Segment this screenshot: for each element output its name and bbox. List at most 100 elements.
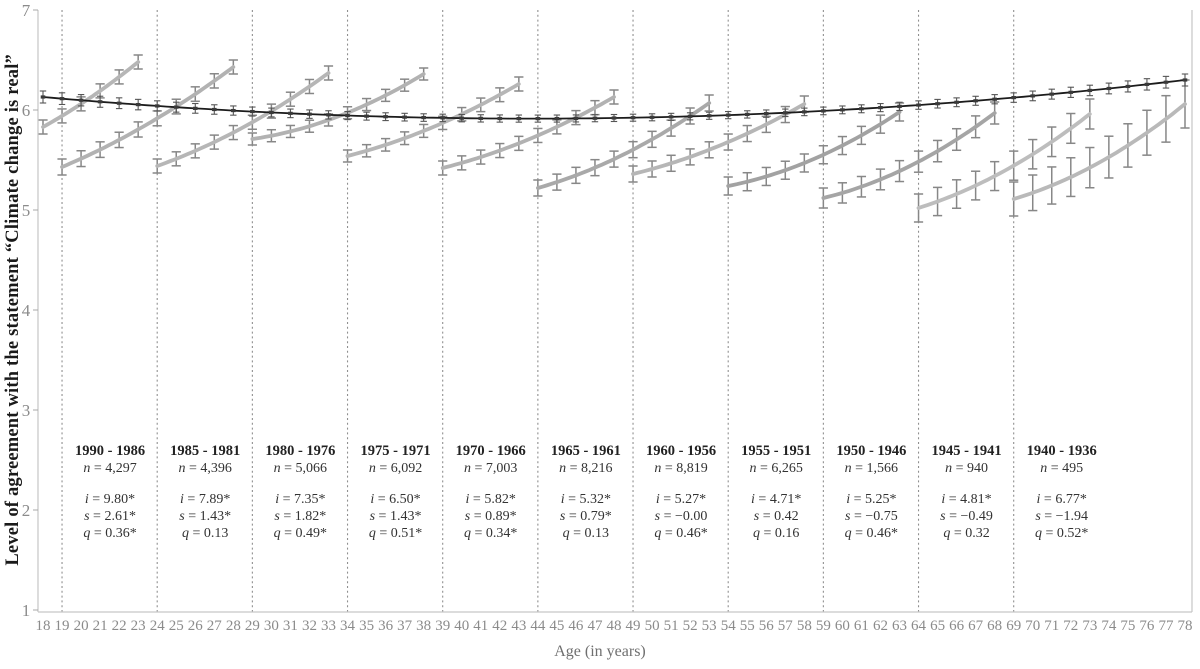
overall-trend-curve <box>39 73 1189 123</box>
svg-text:52: 52 <box>683 618 698 634</box>
cohort-n: n = 495 <box>1040 461 1084 476</box>
cohort-q: q = 0.36* <box>83 526 137 541</box>
cohort-i: i = 5.25* <box>846 492 897 507</box>
cohort-i: i = 5.82* <box>465 492 516 507</box>
cohort-years: 1945 - 1941 <box>931 443 1002 459</box>
svg-text:51: 51 <box>664 618 679 634</box>
overall-marker <box>1087 88 1093 93</box>
cohort-i: i = 5.32* <box>560 492 611 507</box>
cohort-s: s = 1.82* <box>274 509 327 524</box>
cohort-curve-44-53 <box>533 94 714 197</box>
overall-marker <box>40 95 46 99</box>
cohort-n: n = 940 <box>945 461 988 476</box>
cohort-s: s = −0.49 <box>940 509 993 524</box>
overall-marker <box>954 100 959 104</box>
overall-marker <box>706 114 712 118</box>
svg-text:67: 67 <box>968 618 984 634</box>
overall-marker <box>173 105 179 109</box>
svg-text:40: 40 <box>454 618 469 634</box>
overall-marker <box>59 97 65 101</box>
svg-text:72: 72 <box>1063 618 1078 634</box>
svg-text:32: 32 <box>302 618 317 634</box>
svg-text:34: 34 <box>340 618 356 634</box>
svg-text:27: 27 <box>207 618 223 634</box>
cohort-i: i = 5.27* <box>655 492 707 507</box>
svg-text:59: 59 <box>816 618 831 634</box>
svg-text:28: 28 <box>226 618 241 634</box>
overall-marker <box>859 107 864 111</box>
svg-text:37: 37 <box>397 618 413 634</box>
cohort-years: 1950 - 1946 <box>836 443 907 459</box>
svg-text:77: 77 <box>1158 618 1174 634</box>
cohort-q: q = 0.51* <box>368 526 423 541</box>
cohort-s: s = −0.75 <box>844 509 898 524</box>
overall-marker <box>1182 78 1188 82</box>
overall-marker <box>1106 86 1112 91</box>
overall-marker <box>459 116 465 120</box>
cohort-panel-1955-1951: 1955 - 1951 n = 6,265 i = 4.71* s = 0.42 q =… <box>721 443 831 542</box>
overall-marker <box>326 113 331 117</box>
overall-marker <box>116 101 122 105</box>
cohort-years: 1965 - 1961 <box>550 443 621 459</box>
cohort-curve-54-63 <box>723 102 905 196</box>
svg-text:62: 62 <box>873 618 888 634</box>
x-axis-title: Age (in years) <box>554 643 646 660</box>
svg-text:64: 64 <box>911 618 927 634</box>
cohort-panel-1975-1971: 1975 - 1971 n = 6,092 i = 6.50* s = 1.43* q … <box>341 443 451 542</box>
svg-text:74: 74 <box>1101 618 1117 634</box>
cohort-q: q = 0.46* <box>654 526 708 541</box>
overall-marker <box>231 108 236 113</box>
overall-marker <box>78 98 84 102</box>
svg-text:24: 24 <box>150 618 166 634</box>
cohort-years: 1955 - 1951 <box>741 443 812 459</box>
cohort-q: q = 0.52* <box>1034 526 1089 541</box>
cohort-n: n = 4,396 <box>178 461 232 476</box>
overall-marker <box>364 114 369 118</box>
svg-text:65: 65 <box>930 618 945 634</box>
overall-marker <box>916 103 921 107</box>
overall-marker <box>135 102 141 107</box>
svg-text:5: 5 <box>22 201 31 220</box>
svg-text:66: 66 <box>949 618 965 634</box>
svg-text:7: 7 <box>22 1 31 20</box>
overall-marker <box>192 106 198 110</box>
overall-marker <box>611 116 617 120</box>
cohort-s: s = 0.89* <box>464 509 517 524</box>
svg-text:26: 26 <box>188 618 204 634</box>
cohort-s: s = −0.00 <box>654 509 708 524</box>
svg-text:23: 23 <box>131 618 146 634</box>
overall-marker <box>440 116 445 120</box>
cohort-n: n = 7,003 <box>463 461 518 476</box>
overall-marker <box>782 111 788 115</box>
cohort-panel-1965-1961: 1965 - 1961 n = 8,216 i = 5.32* s = 0.79* q … <box>531 443 641 542</box>
overall-marker <box>630 116 636 120</box>
svg-text:70: 70 <box>1025 618 1040 634</box>
cohort-panel-1960-1956: 1960 - 1956 n = 8,819 i = 5.27* s = −0.00 q … <box>626 443 736 542</box>
cohort-i: i = 4.71* <box>751 492 802 507</box>
cohort-years: 1960 - 1956 <box>645 443 717 459</box>
cohort-years: 1990 - 1986 <box>74 443 146 459</box>
cohort-curve-64-73 <box>913 98 1095 223</box>
overall-marker <box>478 116 484 120</box>
cohort-panel-1980-1976: 1980 - 1976 n = 5,066 i = 7.35* s = 1.82* q … <box>245 443 355 542</box>
svg-text:44: 44 <box>530 618 546 634</box>
overall-marker <box>288 111 293 115</box>
svg-text:41: 41 <box>473 618 488 634</box>
overall-marker <box>1163 80 1169 84</box>
svg-text:19: 19 <box>55 618 70 634</box>
cohort-s: s = −1.94 <box>1035 509 1089 524</box>
svg-text:56: 56 <box>759 618 775 634</box>
cohort-panel-1990-1986: 1990 - 1986 n = 4,297 i = 9.80* s = 2.61* q … <box>55 443 165 542</box>
overall-marker <box>592 116 598 120</box>
overall-marker <box>269 110 274 115</box>
overall-marker <box>1011 95 1016 100</box>
cohort-i: i = 6.50* <box>370 492 421 507</box>
y-axis-tick-labels: 1 2 3 4 5 6 7 <box>22 1 38 620</box>
overall-marker <box>763 112 769 116</box>
svg-text:31: 31 <box>283 618 298 634</box>
overall-marker <box>878 106 883 110</box>
cohort-i: i = 7.35* <box>275 492 326 507</box>
cohort-i: i = 4.81* <box>941 492 992 507</box>
svg-text:63: 63 <box>892 618 907 634</box>
cohort-curve-18-23 <box>38 54 143 135</box>
